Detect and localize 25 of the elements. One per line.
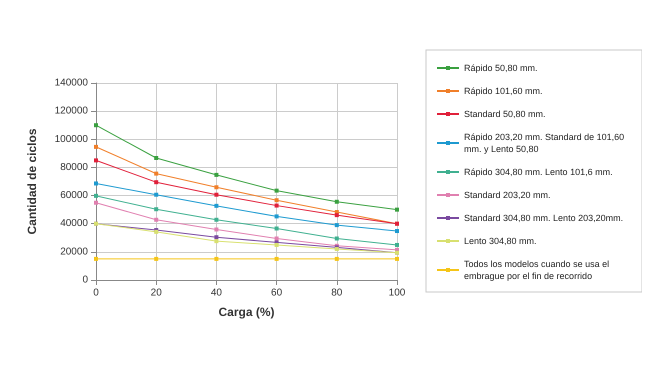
legend-label: Lento 304,80 mm. <box>464 236 537 246</box>
legend-label: Rápido 50,80 mm. <box>464 63 538 73</box>
x-tick-label: 40 <box>210 288 222 298</box>
legend-label: Standard 50,80 mm. <box>464 109 546 119</box>
x-axis-title: Carga (%) <box>218 305 275 319</box>
y-tick-label: 80000 <box>60 162 88 173</box>
x-tick-label: 20 <box>150 288 162 298</box>
x-tick-label: 60 <box>271 288 283 298</box>
y-tick-label: 140000 <box>54 78 88 88</box>
x-tick-label: 100 <box>388 288 406 298</box>
y-tick-label: 40000 <box>60 218 88 230</box>
y-tick-label: 0 <box>82 274 88 286</box>
legend-label: Standard 203,20 mm. <box>464 190 551 200</box>
legend-label: Rápido 304,80 mm. Lento 101,6 mm. <box>464 167 613 177</box>
x-tick-label: 0 <box>93 288 100 298</box>
y-axis-title: Cantidad de ciclos <box>25 128 39 235</box>
legend-label: Rápido 203,20 mm. Standard de 101,60 mm. y Lento 50,80 <box>464 132 627 154</box>
y-tick-label: 20000 <box>60 246 88 258</box>
y-tick-label: 100000 <box>54 134 88 145</box>
y-tick-label: 120000 <box>54 106 88 117</box>
y-tick-label: 60000 <box>60 190 88 202</box>
legend-label: Rápido 101,60 mm. <box>464 86 543 96</box>
legend-label: Todos los modelos cuando se usa el embrague por el fin de recorrido <box>464 259 612 281</box>
legend-label: Standard 304,80 mm. Lento 203,20mm. <box>464 213 624 223</box>
x-tick-label: 80 <box>331 288 343 298</box>
